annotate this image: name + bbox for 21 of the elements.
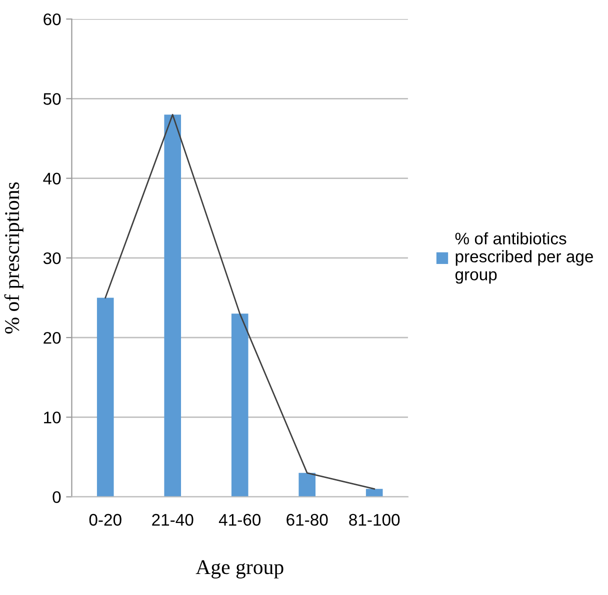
x-tick-label: 41-60 bbox=[218, 514, 261, 526]
y-tick-label: 10 bbox=[44, 412, 61, 424]
x-axis-title: Age group bbox=[196, 560, 284, 578]
x-tick-label: 21-40 bbox=[152, 514, 194, 526]
bar bbox=[164, 114, 182, 497]
bar bbox=[96, 298, 114, 497]
y-tick-label: 30 bbox=[43, 252, 61, 264]
bar bbox=[231, 314, 248, 497]
bar bbox=[366, 488, 383, 497]
y-tick-label: 20 bbox=[44, 332, 61, 344]
y-tick-label: 60 bbox=[44, 13, 61, 26]
y-tick-label: 40 bbox=[43, 172, 61, 185]
x-tick-label: 61-80 bbox=[286, 514, 328, 526]
x-tick-label: 0-20 bbox=[89, 514, 122, 526]
y-axis-title: % of prescriptions bbox=[4, 182, 24, 334]
y-tick-label: 0 bbox=[52, 491, 61, 504]
legend-label: % of antibiotics prescribed per age group bbox=[455, 232, 593, 284]
x-tick-label: 81-100 bbox=[349, 514, 400, 526]
line-series bbox=[104, 114, 376, 490]
bar bbox=[298, 472, 316, 497]
y-tick-label: 50 bbox=[43, 93, 61, 105]
